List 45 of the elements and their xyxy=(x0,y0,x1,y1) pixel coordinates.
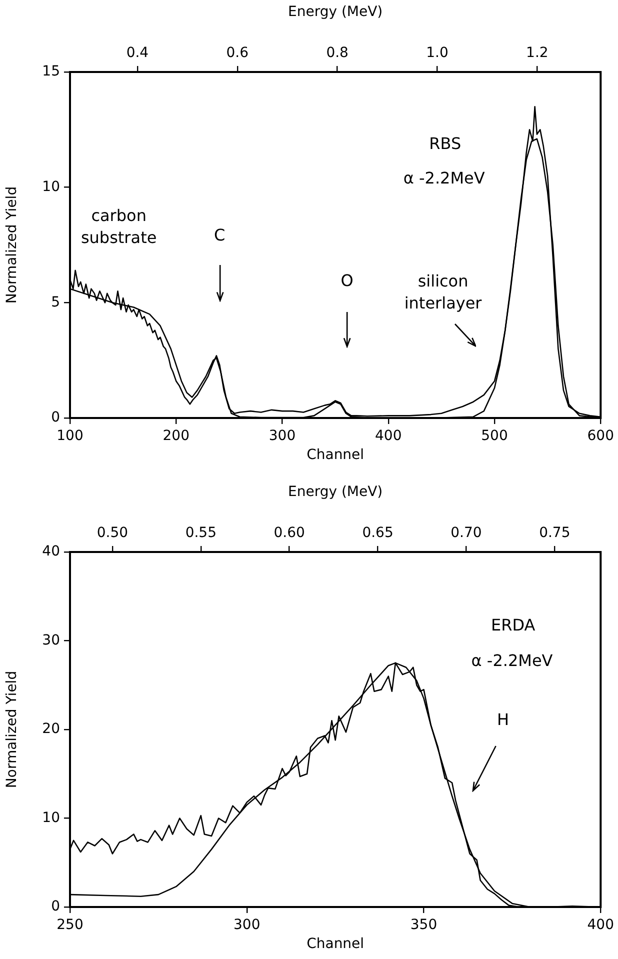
y-axis-title: Normalized Yield xyxy=(4,670,20,788)
x2-tick-label: 1.0 xyxy=(426,45,448,62)
x2-tick-label: 0.50 xyxy=(96,525,128,542)
annotation: silicon interlayer xyxy=(404,271,482,312)
y-tick-label: 10 xyxy=(42,178,60,195)
x2-tick-label: 0.6 xyxy=(226,45,249,62)
x-axis-title: Channel xyxy=(306,447,364,464)
x-axis-title: Channel xyxy=(306,936,364,952)
annotation: α -2.2MeV xyxy=(471,651,553,670)
x2-tick-label: 0.55 xyxy=(185,525,216,542)
annotation: O xyxy=(340,270,354,290)
x-tick-label: 600 xyxy=(587,428,614,444)
x2-tick-label: 0.8 xyxy=(326,45,348,62)
x2-tick-label: 0.60 xyxy=(274,525,305,542)
x2-axis-title: Energy (MeV) xyxy=(288,484,383,500)
y-tick-label: 0 xyxy=(51,410,60,426)
x-tick-label: 400 xyxy=(375,428,402,444)
y-tick-label: 15 xyxy=(42,64,60,80)
annotation: C xyxy=(214,226,226,245)
x-tick-label: 350 xyxy=(410,917,438,934)
y-tick-label: 0 xyxy=(51,898,60,915)
y-axis-title: Normalized Yield xyxy=(4,186,20,304)
annotation: α -2.2MeV xyxy=(403,168,485,188)
annotation: ERDA xyxy=(490,616,536,635)
x-tick-label: 500 xyxy=(481,428,508,444)
x-tick-label: 100 xyxy=(56,428,84,444)
annotation: H xyxy=(496,710,510,730)
y-tick-label: 10 xyxy=(42,810,60,826)
y-tick-label: 20 xyxy=(42,721,60,738)
x-tick-label: 250 xyxy=(56,917,84,934)
x2-axis-title: Energy (MeV) xyxy=(288,4,383,20)
y-tick-label: 40 xyxy=(42,544,60,560)
x-tick-label: 300 xyxy=(234,917,260,934)
x-tick-label: 400 xyxy=(587,917,614,934)
x-tick-label: 300 xyxy=(268,428,296,444)
x2-tick-label: 0.75 xyxy=(539,525,570,542)
annotation: RBS xyxy=(429,134,462,153)
annotation: carbon substrate xyxy=(80,206,157,247)
x2-tick-label: 0.65 xyxy=(362,525,394,542)
x2-tick-label: 1.2 xyxy=(526,45,548,62)
y-tick-label: 30 xyxy=(42,632,60,648)
x-tick-label: 200 xyxy=(162,428,190,444)
y-tick-label: 5 xyxy=(51,294,60,310)
x2-tick-label: 0.4 xyxy=(126,45,149,62)
x2-tick-label: 0.70 xyxy=(450,525,482,542)
